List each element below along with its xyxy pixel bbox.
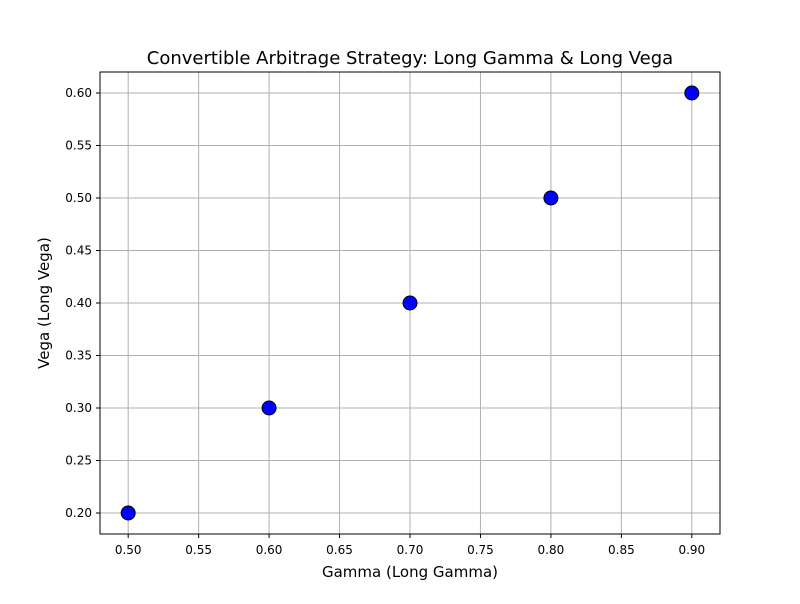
scatter-point [543, 190, 559, 206]
x-tick-label: 0.75 [467, 543, 494, 557]
y-tick-label: 0.30 [65, 401, 92, 415]
x-axis-ticks: 0.50 0.55 0.60 0.65 0.70 0.75 0.80 0.85 0.90 [115, 534, 705, 557]
x-tick-label: 0.60 [256, 543, 283, 557]
y-tick-label: 0.50 [65, 191, 92, 205]
y-tick-label: 0.60 [65, 86, 92, 100]
x-axis-label: Gamma (Long Gamma) [322, 563, 498, 581]
x-tick-label: 0.85 [608, 543, 635, 557]
y-tick-label: 0.35 [65, 349, 92, 363]
scatter-point [402, 295, 418, 311]
y-axis-ticks: 0.20 0.25 0.30 0.35 0.40 0.45 0.50 0.55 0.60 [65, 86, 100, 520]
x-tick-label: 0.70 [397, 543, 424, 557]
x-tick-label: 0.65 [326, 543, 353, 557]
scatter-point [261, 400, 277, 416]
y-tick-label: 0.45 [65, 244, 92, 258]
scatter-point [684, 85, 700, 101]
y-tick-label: 0.25 [65, 454, 92, 468]
y-tick-label: 0.55 [65, 139, 92, 153]
chart-title: Convertible Arbitrage Strategy: Long Gam… [147, 48, 673, 69]
y-axis-label: Vega (Long Vega) [35, 237, 53, 369]
x-tick-label: 0.55 [185, 543, 212, 557]
x-tick-label: 0.90 [678, 543, 705, 557]
data-points [120, 85, 700, 521]
x-tick-label: 0.80 [538, 543, 565, 557]
scatter-point [120, 505, 136, 521]
y-tick-label: 0.40 [65, 296, 92, 310]
x-tick-label: 0.50 [115, 543, 142, 557]
y-tick-label: 0.20 [65, 506, 92, 520]
